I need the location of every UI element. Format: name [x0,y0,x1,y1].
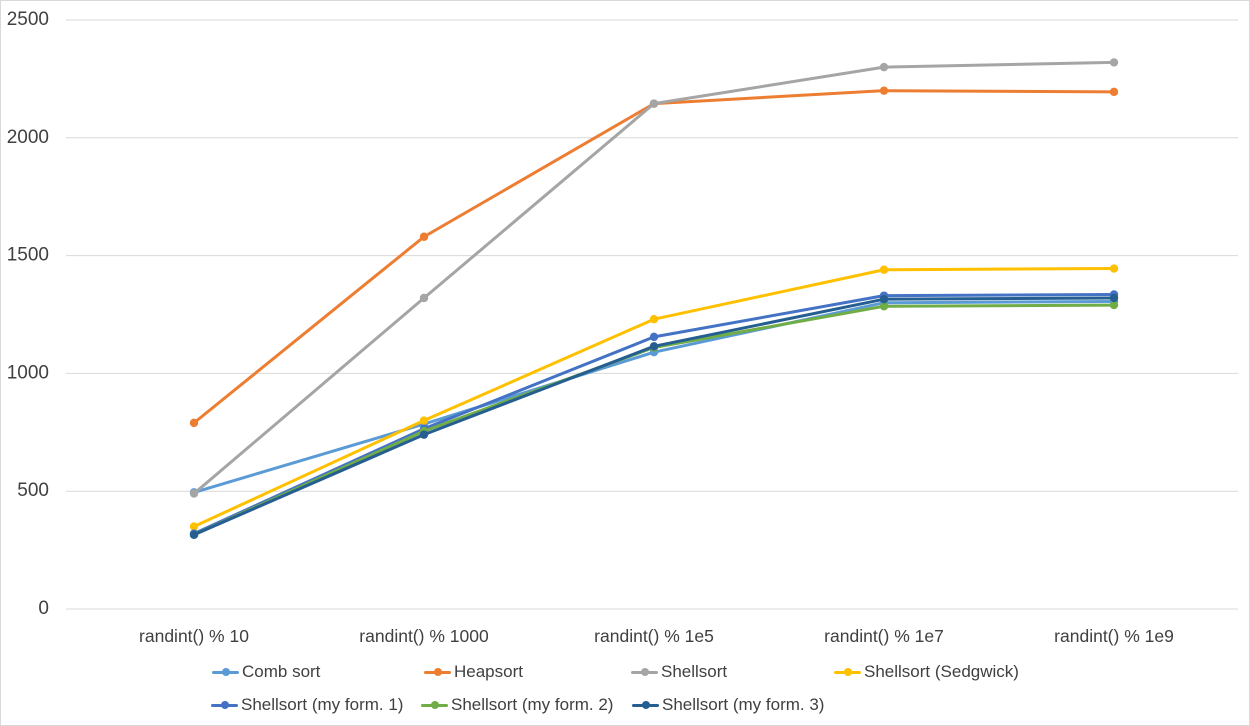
legend-marker-shellsort-my-form-1-icon [211,695,238,715]
svg-text:2000: 2000 [7,127,49,148]
svg-text:randint() % 1000: randint() % 1000 [359,626,489,646]
legend-label: Heapsort [454,662,523,681]
legend-item-shellsort-my-form-3: Shellsort (my form. 3) [632,694,824,716]
svg-text:randint() % 1e9: randint() % 1e9 [1054,626,1174,646]
legend-label: Shellsort (my form. 1) [241,695,404,714]
legend-marker-shellsort-my-form-3-icon [632,695,659,715]
svg-text:1500: 1500 [7,245,49,266]
legend-marker-shellsort-icon [631,662,658,682]
svg-text:1000: 1000 [7,362,49,383]
legend-label: Shellsort (my form. 3) [662,695,825,714]
legend-marker-comb-sort-icon [212,662,239,682]
svg-text:randint() % 10: randint() % 10 [139,626,249,646]
legend-label: Shellsort (Sedgwick) [864,662,1019,681]
svg-text:2500: 2500 [7,9,49,30]
legend-marker-shellsort-my-form-2-icon [421,695,448,715]
legend-marker-shellsort-sedgwick-icon [834,662,861,682]
legend-item-shellsort: Shellsort [631,661,727,683]
svg-text:randint() % 1e5: randint() % 1e5 [594,626,714,646]
legend-label: Shellsort (my form. 2) [451,695,614,714]
legend-item-heapsort: Heapsort [424,661,523,683]
legend-item-shellsort-my-form-2: Shellsort (my form. 2) [421,694,613,716]
legend-item-comb-sort: Comb sort [212,661,320,683]
svg-text:randint() % 1e7: randint() % 1e7 [824,626,944,646]
legend-item-shellsort-sedgwick: Shellsort (Sedgwick) [834,661,1019,683]
legend-label: Shellsort [661,662,728,681]
legend-marker-heapsort-icon [424,662,451,682]
svg-text:0: 0 [38,598,49,619]
svg-text:500: 500 [17,480,49,501]
legend-label: Comb sort [242,662,321,681]
legend-item-shellsort-my-form-1: Shellsort (my form. 1) [211,694,403,716]
